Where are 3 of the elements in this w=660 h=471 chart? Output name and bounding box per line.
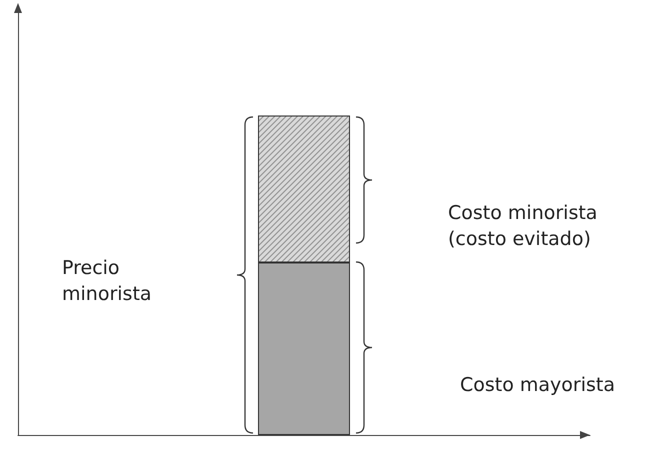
text: Precio minorista <box>62 257 152 305</box>
text: Costo minorista (costo evitado) <box>448 202 598 250</box>
text: Costo mayorista <box>460 374 616 396</box>
